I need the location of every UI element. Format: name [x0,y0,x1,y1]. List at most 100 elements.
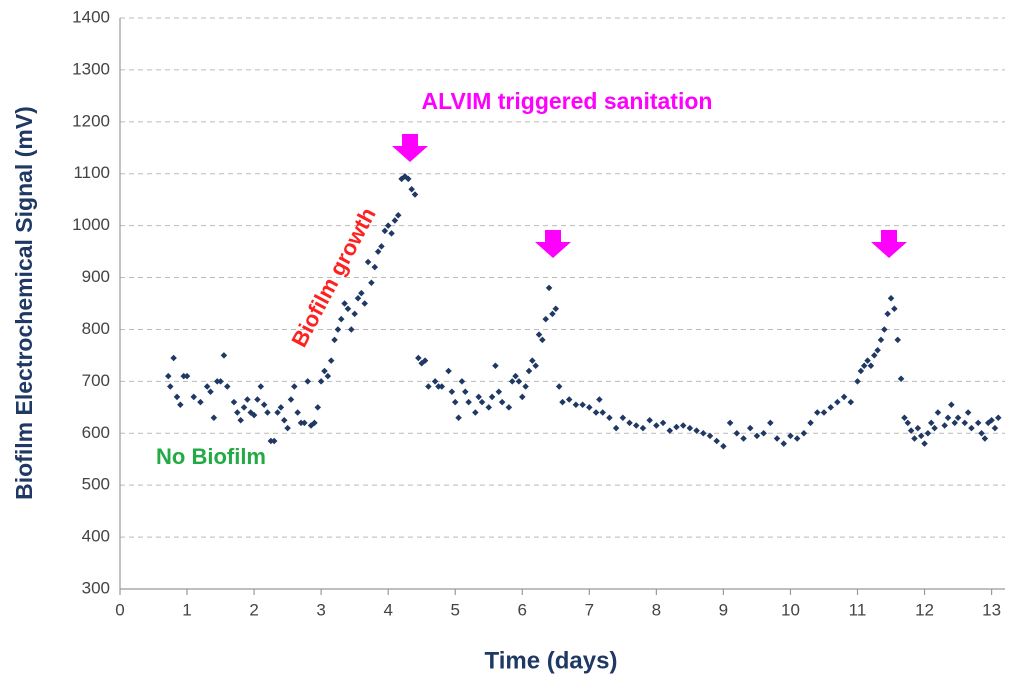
point [532,362,539,370]
point [197,398,204,406]
point [358,289,365,297]
point [934,409,942,416]
point [894,336,901,344]
point [549,310,556,318]
point [931,424,938,432]
x-tick-label: 6 [518,600,527,619]
point [857,367,865,375]
point [881,326,888,333]
point [653,422,660,429]
point [435,383,442,390]
arrow [871,230,907,258]
x-tick-label: 13 [982,600,1001,619]
y-tick-label: 1100 [73,163,110,182]
point [287,396,295,403]
point [773,435,781,442]
point [974,419,982,427]
point [230,398,238,406]
point [753,432,761,440]
point [508,378,516,385]
point [740,435,747,442]
point [706,432,714,440]
x-tick-label: 8 [652,600,661,619]
point [341,300,348,307]
point [827,404,834,411]
point [864,357,871,364]
point [317,378,325,385]
point [726,419,734,427]
x-tick-label: 5 [450,600,459,619]
point [281,417,288,424]
point [485,404,493,411]
x-tick-label: 0 [115,600,124,619]
point [371,263,379,271]
x-tick-label: 7 [585,600,594,619]
y-tick-label: 1200 [72,111,110,130]
point [384,222,392,229]
point [388,230,395,237]
point [321,367,328,375]
point [475,393,482,401]
point [860,362,868,370]
point [505,404,513,411]
point [767,419,774,427]
point [760,430,767,437]
point [612,424,620,432]
point [411,191,419,198]
x-tick-label: 9 [719,600,728,619]
annotation: No Biofilm [156,444,266,469]
point [887,295,895,302]
annotation: ALVIM triggered sanitation [422,88,713,114]
point [847,398,855,406]
point [445,367,452,375]
point [579,401,586,408]
point [462,388,469,395]
point [877,336,885,344]
x-tick-label: 11 [849,600,867,619]
point [639,424,647,432]
point [944,414,952,421]
point [632,422,640,429]
point [381,227,389,235]
arrows [392,134,907,258]
point [458,378,466,385]
point [559,398,566,406]
point [257,383,265,390]
point [542,315,549,323]
point [213,378,221,385]
point [304,378,311,385]
point [545,284,553,292]
point [354,295,362,302]
point [884,310,891,318]
point [914,424,922,432]
point [793,435,801,442]
point [314,404,322,411]
point [167,383,174,390]
point [260,401,268,408]
point [941,422,948,429]
point [165,372,172,380]
point [327,357,335,364]
point [904,419,912,427]
y-tick-label: 900 [82,267,110,286]
point [693,427,700,434]
point [224,383,231,390]
point [408,186,415,193]
y-tick-label: 700 [82,371,110,390]
y-tick-label: 1300 [72,59,110,78]
point [394,212,402,219]
point [478,398,486,406]
x-tick-label: 1 [182,600,191,619]
point [746,424,754,432]
point [988,417,995,424]
point [840,393,848,401]
point [284,424,291,432]
point [874,346,881,354]
x-tick-label: 2 [249,600,258,619]
point [961,419,969,427]
point [626,419,633,427]
point [173,393,181,401]
point [244,396,251,403]
point [455,414,462,421]
x-tick-label: 4 [383,600,392,619]
